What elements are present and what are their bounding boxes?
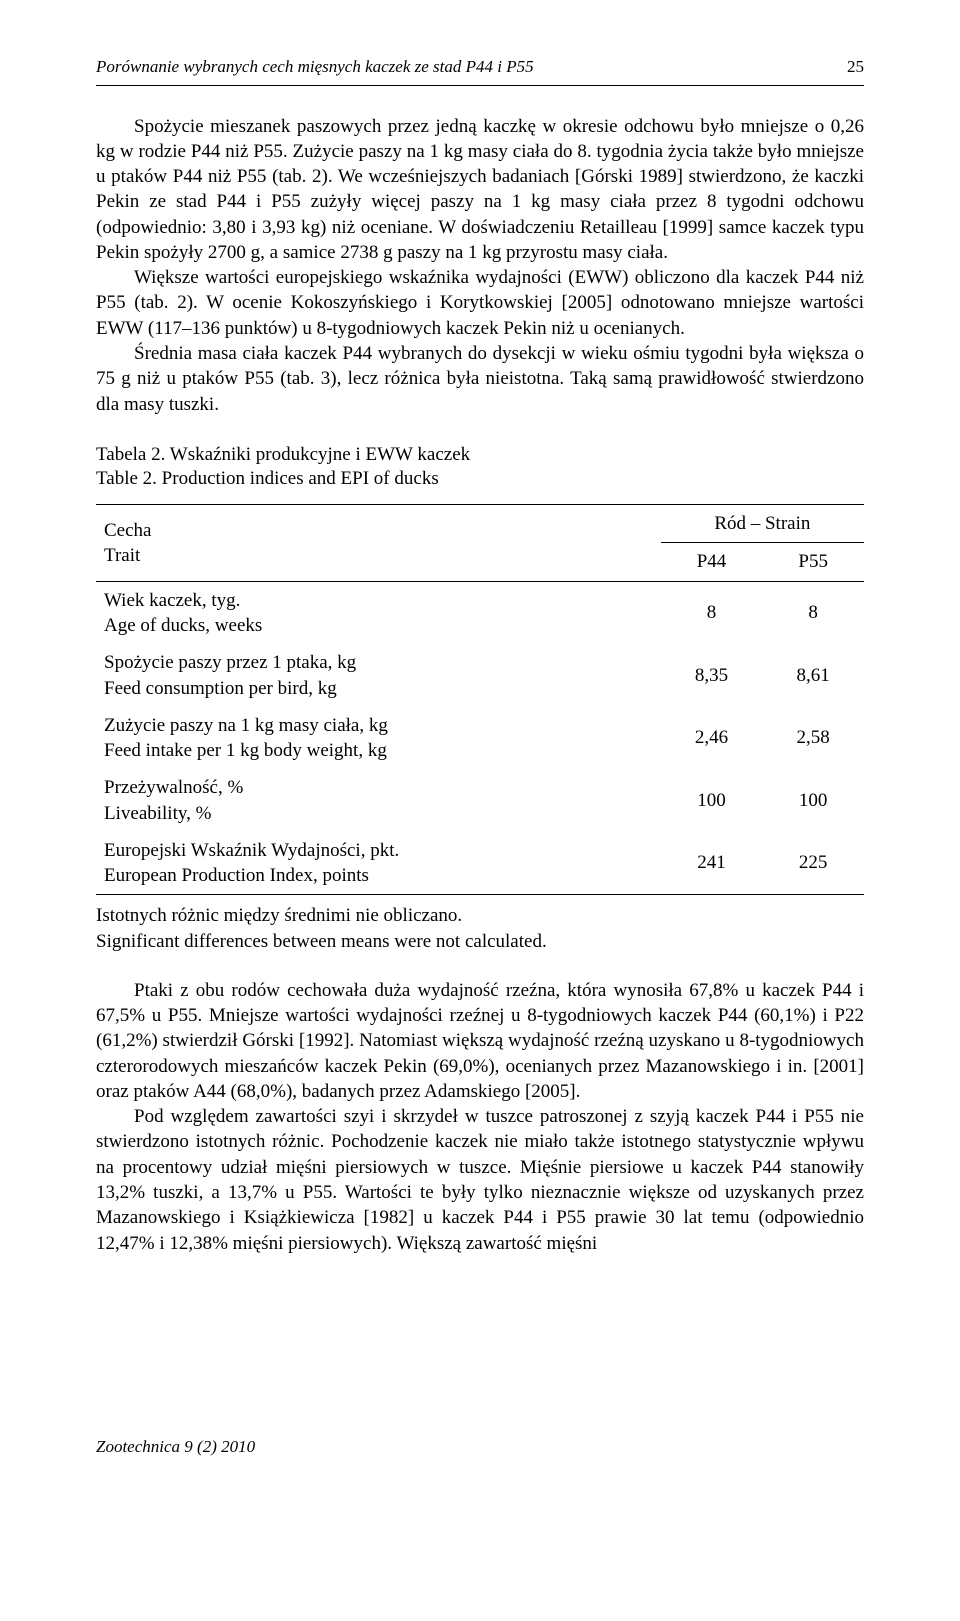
col-header-p55: P55 xyxy=(762,543,864,581)
running-title: Porównanie wybranych cech mięsnych kacze… xyxy=(96,56,534,79)
col-header-p44: P44 xyxy=(661,543,763,581)
cell-p55: 8,61 xyxy=(762,644,864,707)
col-header-trait-pl: Cecha xyxy=(104,518,653,543)
row-label-pl: Europejski Wskaźnik Wydajności, pkt. xyxy=(104,838,653,863)
cell-p55: 225 xyxy=(762,832,864,895)
running-head: Porównanie wybranych cech mięsnych kacze… xyxy=(96,56,864,86)
paragraph-2: Większe wartości europejskiego wskaźnika… xyxy=(96,265,864,341)
cell-p44: 100 xyxy=(661,769,763,832)
journal-footer: Zootechnica 9 (2) 2010 xyxy=(96,1436,864,1459)
row-label-pl: Zużycie paszy na 1 kg masy ciała, kg xyxy=(104,713,653,738)
cell-p44: 8 xyxy=(661,581,763,644)
row-label-en: Feed consumption per bird, kg xyxy=(104,676,653,701)
paragraph-5: Pod względem zawartości szyi i skrzydeł … xyxy=(96,1104,864,1256)
table-note-en: Significant differences between means we… xyxy=(96,929,864,954)
col-header-trait: Cecha Trait xyxy=(96,505,661,582)
row-label-en: Feed intake per 1 kg body weight, kg xyxy=(104,738,653,763)
row-label-en: Liveability, % xyxy=(104,801,653,826)
page-number: 25 xyxy=(847,56,864,79)
table-note: Istotnych różnic między średnimi nie obl… xyxy=(96,903,864,954)
page: Porównanie wybranych cech mięsnych kacze… xyxy=(0,0,960,1522)
table-caption-pl: Tabela 2. Wskaźniki produkcyjne i EWW ka… xyxy=(96,443,864,468)
col-group-strain: Ród – Strain xyxy=(661,505,864,543)
row-label-pl: Przeżywalność, % xyxy=(104,775,653,800)
table-row: Przeżywalność, % Liveability, % 100 100 xyxy=(96,769,864,832)
production-table: Cecha Trait Ród – Strain P44 P55 Wiek ka… xyxy=(96,504,864,895)
cell-p55: 100 xyxy=(762,769,864,832)
cell-p44: 8,35 xyxy=(661,644,763,707)
col-header-trait-en: Trait xyxy=(104,543,653,568)
table-caption-en: Table 2. Production indices and EPI of d… xyxy=(96,467,864,492)
table-note-pl: Istotnych różnic między średnimi nie obl… xyxy=(96,903,864,928)
paragraph-4: Ptaki z obu rodów cechowała duża wydajno… xyxy=(96,978,864,1104)
row-label-pl: Spożycie paszy przez 1 ptaka, kg xyxy=(104,650,653,675)
paragraph-1: Spożycie mieszanek paszowych przez jedną… xyxy=(96,114,864,266)
table-row: Wiek kaczek, tyg. Age of ducks, weeks 8 … xyxy=(96,581,864,644)
cell-p44: 2,46 xyxy=(661,707,763,770)
table-row: Spożycie paszy przez 1 ptaka, kg Feed co… xyxy=(96,644,864,707)
cell-p44: 241 xyxy=(661,832,763,895)
row-label-pl: Wiek kaczek, tyg. xyxy=(104,588,653,613)
cell-p55: 8 xyxy=(762,581,864,644)
row-label-en: European Production Index, points xyxy=(104,863,653,888)
table-row: Zużycie paszy na 1 kg masy ciała, kg Fee… xyxy=(96,707,864,770)
table-caption: Tabela 2. Wskaźniki produkcyjne i EWW ka… xyxy=(96,443,864,492)
row-label-en: Age of ducks, weeks xyxy=(104,613,653,638)
table-row: Europejski Wskaźnik Wydajności, pkt. Eur… xyxy=(96,832,864,895)
paragraph-3: Średnia masa ciała kaczek P44 wybranych … xyxy=(96,341,864,417)
cell-p55: 2,58 xyxy=(762,707,864,770)
